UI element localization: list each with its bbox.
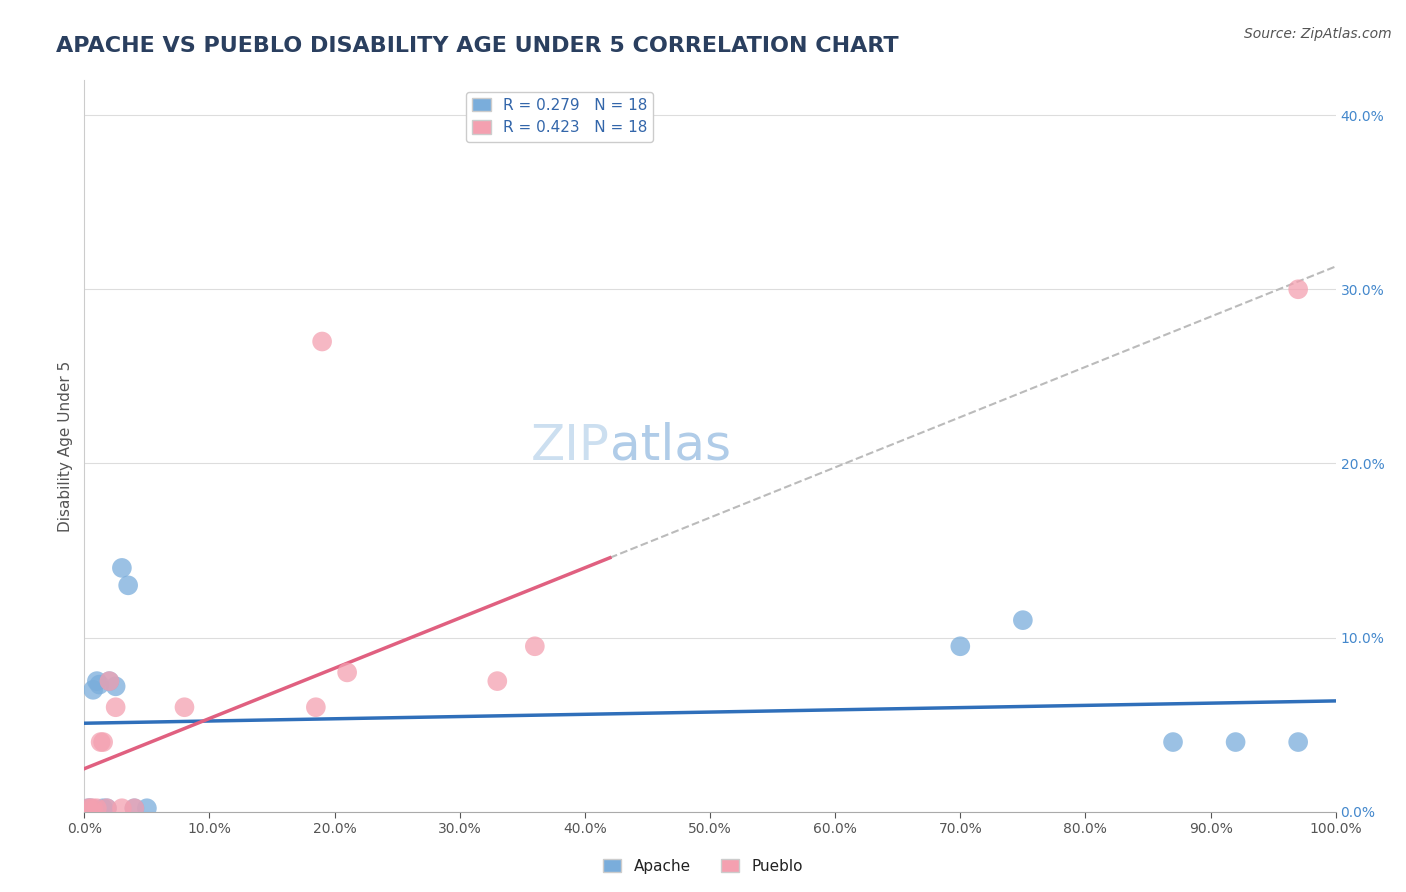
- Point: [77, 801, 100, 815]
- Point: [311, 334, 333, 349]
- Point: [79, 801, 101, 815]
- Point: [305, 700, 328, 714]
- Point: [136, 801, 159, 815]
- Point: [96, 801, 118, 815]
- Point: [91, 801, 114, 815]
- Legend: Apache, Pueblo: Apache, Pueblo: [596, 853, 810, 880]
- Point: [104, 679, 127, 693]
- Point: [1012, 613, 1035, 627]
- Point: [117, 578, 139, 592]
- Point: [82, 801, 104, 815]
- Point: [98, 674, 121, 689]
- Point: [96, 801, 118, 815]
- Point: [86, 801, 108, 815]
- Text: ZIP: ZIP: [531, 422, 610, 470]
- Point: [104, 700, 127, 714]
- Point: [1225, 735, 1247, 749]
- Text: Source: ZipAtlas.com: Source: ZipAtlas.com: [1244, 27, 1392, 41]
- Point: [91, 735, 114, 749]
- Text: atlas: atlas: [610, 422, 731, 470]
- Point: [86, 674, 108, 689]
- Point: [82, 682, 104, 697]
- Point: [173, 700, 195, 714]
- Point: [79, 801, 101, 815]
- Point: [111, 561, 134, 575]
- Y-axis label: Disability Age Under 5: Disability Age Under 5: [58, 360, 73, 532]
- Text: APACHE VS PUEBLO DISABILITY AGE UNDER 5 CORRELATION CHART: APACHE VS PUEBLO DISABILITY AGE UNDER 5 …: [56, 36, 898, 55]
- Point: [111, 801, 134, 815]
- Point: [90, 735, 112, 749]
- Point: [949, 640, 972, 654]
- Point: [124, 801, 146, 815]
- Point: [124, 801, 146, 815]
- Point: [89, 677, 111, 691]
- Point: [486, 674, 509, 689]
- Point: [1161, 735, 1184, 749]
- Legend: R = 0.279   N = 18, R = 0.423   N = 18: R = 0.279 N = 18, R = 0.423 N = 18: [467, 92, 654, 142]
- Point: [1286, 735, 1309, 749]
- Point: [336, 665, 359, 680]
- Point: [98, 674, 121, 689]
- Point: [523, 640, 546, 654]
- Point: [1286, 282, 1309, 296]
- Point: [77, 801, 100, 815]
